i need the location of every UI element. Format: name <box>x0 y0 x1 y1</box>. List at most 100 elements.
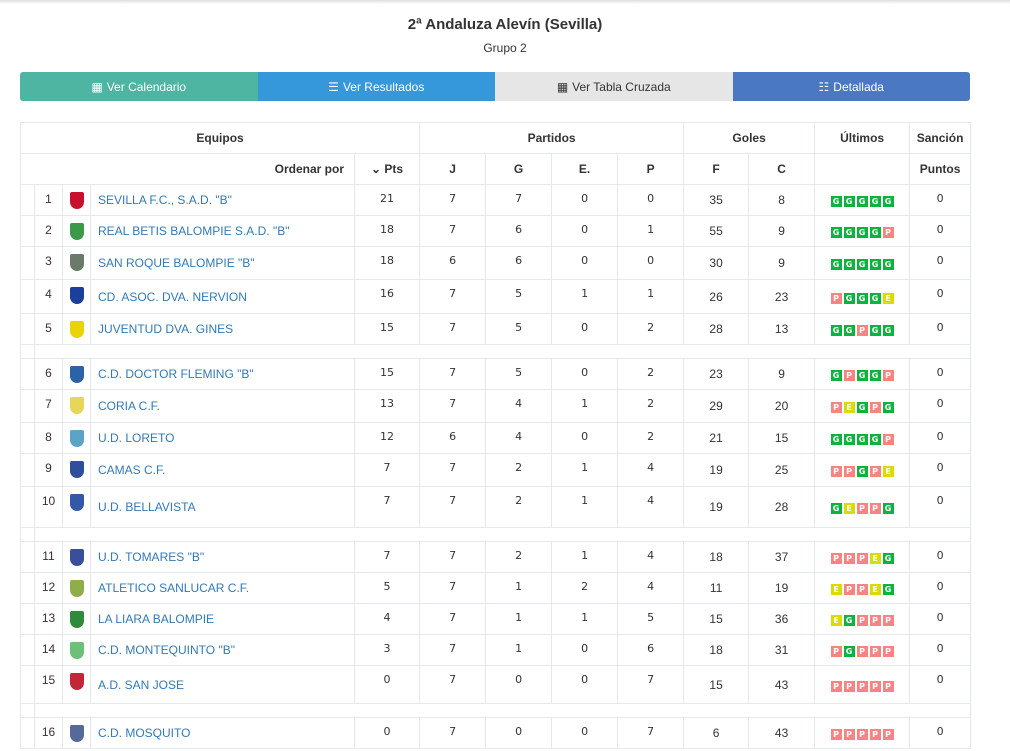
stat-p: 2 <box>617 422 685 454</box>
goals-against: 8 <box>748 184 816 216</box>
stat-p: 4 <box>617 453 685 487</box>
calendar-icon: ▦ <box>91 79 103 94</box>
sanction-points: 0 <box>909 184 972 216</box>
result-badge: P <box>856 680 868 692</box>
stat-e: 0 <box>551 215 619 247</box>
result-badge: E <box>869 553 881 564</box>
result-badge: P <box>830 680 842 692</box>
stat-e: 0 <box>551 313 619 345</box>
stat-p: 6 <box>617 634 685 666</box>
button-label: Ver Calendario <box>106 79 187 94</box>
result-badge: P <box>843 680 855 692</box>
position: 7 <box>34 389 63 423</box>
stat-e: 1 <box>551 541 619 573</box>
team-name-link[interactable]: SEVILLA F.C., S.A.D. "B" <box>90 184 355 216</box>
result-badge: P <box>856 729 868 740</box>
result-badge: P <box>830 646 842 657</box>
result-badge: G <box>856 434 868 445</box>
team-name-link[interactable]: CORIA C.F. <box>90 389 355 423</box>
position: 8 <box>34 422 63 454</box>
stat-j: 6 <box>419 246 487 280</box>
team-crest-icon <box>69 673 84 690</box>
team-name-link[interactable]: CD. ASOC. DVA. NERVION <box>90 279 355 314</box>
team-name-link[interactable]: U.D. LORETO <box>90 422 355 454</box>
team-crest-icon <box>69 321 84 338</box>
result-badge: P <box>830 729 842 740</box>
row-gutter <box>20 313 35 345</box>
sanction-points: 0 <box>909 422 972 454</box>
goals-for: 19 <box>683 486 750 528</box>
team-logo-cell <box>62 572 91 604</box>
header-equipos: Equipos <box>19 122 421 154</box>
stat-pts: 7 <box>353 541 421 573</box>
stat-j: 7 <box>419 313 487 345</box>
result-badge: P <box>882 680 894 692</box>
team-name-link[interactable]: SAN ROQUE BALOMPIE "B" <box>90 246 355 280</box>
team-name-link[interactable]: U.D. TOMARES "B" <box>90 541 355 573</box>
result-badge: P <box>856 615 868 626</box>
table-row: 13 LA LIARA BALOMPIE 4 7 1 1 5 15 36 E G P P P 0 <box>20 603 972 635</box>
detallada-button[interactable]: ☷ Detallada <box>732 72 970 101</box>
ver-calendario-button[interactable]: ▦ Ver Calendario <box>20 72 258 101</box>
stat-j: 7 <box>419 279 487 314</box>
header-c: C <box>748 153 816 185</box>
result-badge: G <box>882 503 894 514</box>
goals-against: 23 <box>748 279 816 314</box>
team-crest-icon <box>69 287 84 304</box>
team-logo-cell <box>62 422 91 454</box>
ver-resultados-button[interactable]: ☰ Ver Resultados <box>257 72 495 101</box>
team-crest-icon <box>69 642 84 659</box>
stat-j: 7 <box>419 215 487 247</box>
stat-g: 5 <box>485 313 553 345</box>
stat-p: 1 <box>617 279 685 314</box>
result-badge: E <box>843 402 855 413</box>
header-sancion: Sanción <box>909 122 972 154</box>
result-badge: G <box>869 370 881 381</box>
team-logo-cell <box>62 665 91 704</box>
sort-pts-button[interactable]: ⌄ Pts <box>353 153 421 185</box>
team-name-link[interactable]: REAL BETIS BALOMPIE S.A.D. "B" <box>90 215 355 247</box>
result-badge: G <box>843 259 855 270</box>
goals-against: 9 <box>748 358 816 390</box>
stat-g: 4 <box>485 389 553 423</box>
standings-table: Equipos Partidos Goles Últimos Sanción O… <box>19 122 972 749</box>
table-row: 16 C.D. MOSQUITO 0 7 0 0 7 6 43 P P P P P 0 <box>20 717 972 749</box>
table-row: 11 U.D. TOMARES "B" 7 7 2 1 4 18 37 P P P E G 0 <box>20 541 972 573</box>
team-name-link[interactable]: ATLETICO SANLUCAR C.F. <box>90 572 355 604</box>
team-name-link[interactable]: U.D. BELLAVISTA <box>90 486 355 528</box>
result-badge: P <box>856 553 868 564</box>
result-badge: P <box>882 646 894 657</box>
team-name-link[interactable]: C.D. MOSQUITO <box>90 717 355 749</box>
position: 14 <box>34 634 63 666</box>
team-name-link[interactable]: A.D. SAN JOSE <box>90 665 355 704</box>
result-badge: G <box>869 259 881 270</box>
position: 1 <box>34 184 63 216</box>
team-logo-cell <box>62 279 91 314</box>
result-badge: G <box>830 325 842 336</box>
result-badge: P <box>843 553 855 564</box>
ver-tabla-cruzada-button[interactable]: ▦ Ver Tabla Cruzada <box>495 72 733 101</box>
stat-g: 2 <box>485 541 553 573</box>
team-crest-icon <box>69 580 84 597</box>
result-badge: E <box>882 466 894 477</box>
team-name-link[interactable]: JUVENTUD DVA. GINES <box>90 313 355 345</box>
result-badge: E <box>830 584 842 595</box>
header-g: G <box>485 153 553 185</box>
result-badge: G <box>882 196 894 207</box>
stat-e: 0 <box>551 246 619 280</box>
team-name-link[interactable]: CAMAS C.F. <box>90 453 355 487</box>
result-badge: P <box>843 584 855 595</box>
result-badge: P <box>869 615 881 626</box>
sanction-points: 0 <box>909 358 972 390</box>
team-name-link[interactable]: C.D. MONTEQUINTO "B" <box>90 634 355 666</box>
stat-pts: 13 <box>353 389 421 423</box>
stat-pts: 5 <box>353 572 421 604</box>
separator-gutter <box>20 703 35 718</box>
team-name-link[interactable]: LA LIARA BALOMPIE <box>90 603 355 635</box>
stat-j: 7 <box>419 358 487 390</box>
team-name-link[interactable]: C.D. DOCTOR FLEMING "B" <box>90 358 355 390</box>
team-crest-icon <box>69 223 84 240</box>
table-row: 3 SAN ROQUE BALOMPIE "B" 18 6 6 0 0 30 9 G G G G G 0 <box>20 246 972 280</box>
